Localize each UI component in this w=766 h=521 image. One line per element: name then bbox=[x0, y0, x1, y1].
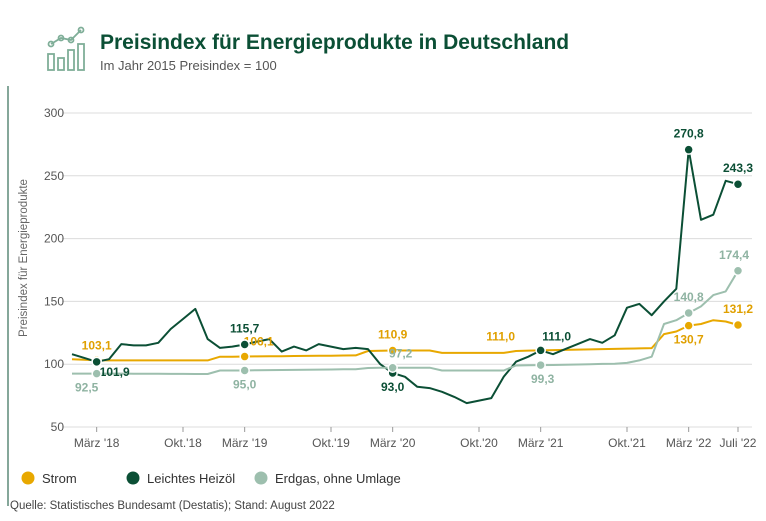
y-tick-label: 100 bbox=[44, 357, 64, 371]
x-tick-label: Juli '22 bbox=[720, 436, 757, 450]
data-label: 140,8 bbox=[674, 290, 704, 304]
series-line bbox=[71, 319, 739, 362]
data-label: 111,0 bbox=[542, 329, 571, 343]
data-point bbox=[683, 144, 694, 155]
data-label: 174,4 bbox=[719, 248, 749, 262]
data-point bbox=[732, 265, 744, 277]
data-point bbox=[732, 319, 744, 331]
data-point bbox=[91, 356, 102, 368]
data-point bbox=[732, 178, 744, 190]
legend-label: Leichtes Heizöl bbox=[147, 471, 235, 486]
data-label: 243,3 bbox=[723, 161, 753, 175]
legend-marker bbox=[21, 471, 35, 485]
data-label: 131,2 bbox=[723, 302, 753, 316]
y-tick-label: 200 bbox=[44, 232, 64, 246]
data-point bbox=[239, 365, 250, 376]
y-axis-label: Preisindex für Energieprodukte bbox=[18, 179, 30, 337]
data-label: 115,7 bbox=[230, 321, 260, 335]
series-line bbox=[71, 148, 739, 405]
x-tick-label: Okt.'19 bbox=[312, 436, 350, 450]
data-point bbox=[387, 362, 398, 373]
data-label: 97,2 bbox=[389, 347, 413, 361]
x-tick-label: März '20 bbox=[370, 436, 416, 450]
x-tick-label: Okt.'18 bbox=[164, 436, 202, 450]
data-point bbox=[683, 320, 694, 331]
x-tick-label: März '21 bbox=[518, 436, 564, 450]
data-label: 92,5 bbox=[75, 381, 99, 395]
data-point bbox=[91, 368, 102, 379]
data-point bbox=[683, 307, 694, 319]
y-tick-label: 50 bbox=[51, 420, 65, 434]
series-line bbox=[72, 270, 739, 375]
x-tick-label: März '22 bbox=[666, 436, 712, 450]
data-label: 99,3 bbox=[531, 372, 555, 386]
source: Quelle: Statistisches Bundesamt (Destati… bbox=[10, 500, 335, 512]
data-label: 95,0 bbox=[233, 377, 257, 391]
y-tick-label: 250 bbox=[44, 169, 64, 183]
legend-marker bbox=[254, 471, 268, 485]
data-label: 270,8 bbox=[674, 127, 704, 141]
data-point bbox=[387, 345, 398, 356]
data-label: 103,1 bbox=[82, 338, 112, 352]
data-point bbox=[239, 339, 250, 350]
data-label: 111,0 bbox=[486, 329, 515, 343]
y-tick-label: 300 bbox=[44, 106, 64, 120]
x-tick-label: Okt.'21 bbox=[608, 436, 646, 450]
data-point bbox=[535, 359, 546, 371]
data-point bbox=[239, 351, 250, 362]
chart-subtitle: Im Jahr 2015 Preisindex = 100 bbox=[100, 58, 277, 73]
x-tick-label: Okt.'20 bbox=[460, 436, 498, 450]
x-tick-label: März '18 bbox=[74, 436, 120, 450]
y-tick-label: 150 bbox=[44, 294, 64, 308]
legend-label: Erdgas, ohne Umlage bbox=[275, 471, 401, 486]
data-label: 93,0 bbox=[381, 380, 405, 394]
legend-label: Strom bbox=[42, 471, 77, 486]
legend-marker bbox=[126, 471, 140, 485]
data-label: 106,1 bbox=[244, 335, 274, 349]
icon bbox=[47, 26, 85, 71]
data-label: 130,7 bbox=[674, 333, 704, 347]
x-tick-label: März '19 bbox=[222, 436, 268, 450]
data-label: 110,9 bbox=[378, 328, 408, 342]
data-point bbox=[535, 345, 546, 356]
data-label: 101,9 bbox=[100, 365, 130, 379]
chart-title: Preisindex für Energieprodukte in Deutsc… bbox=[100, 31, 569, 54]
